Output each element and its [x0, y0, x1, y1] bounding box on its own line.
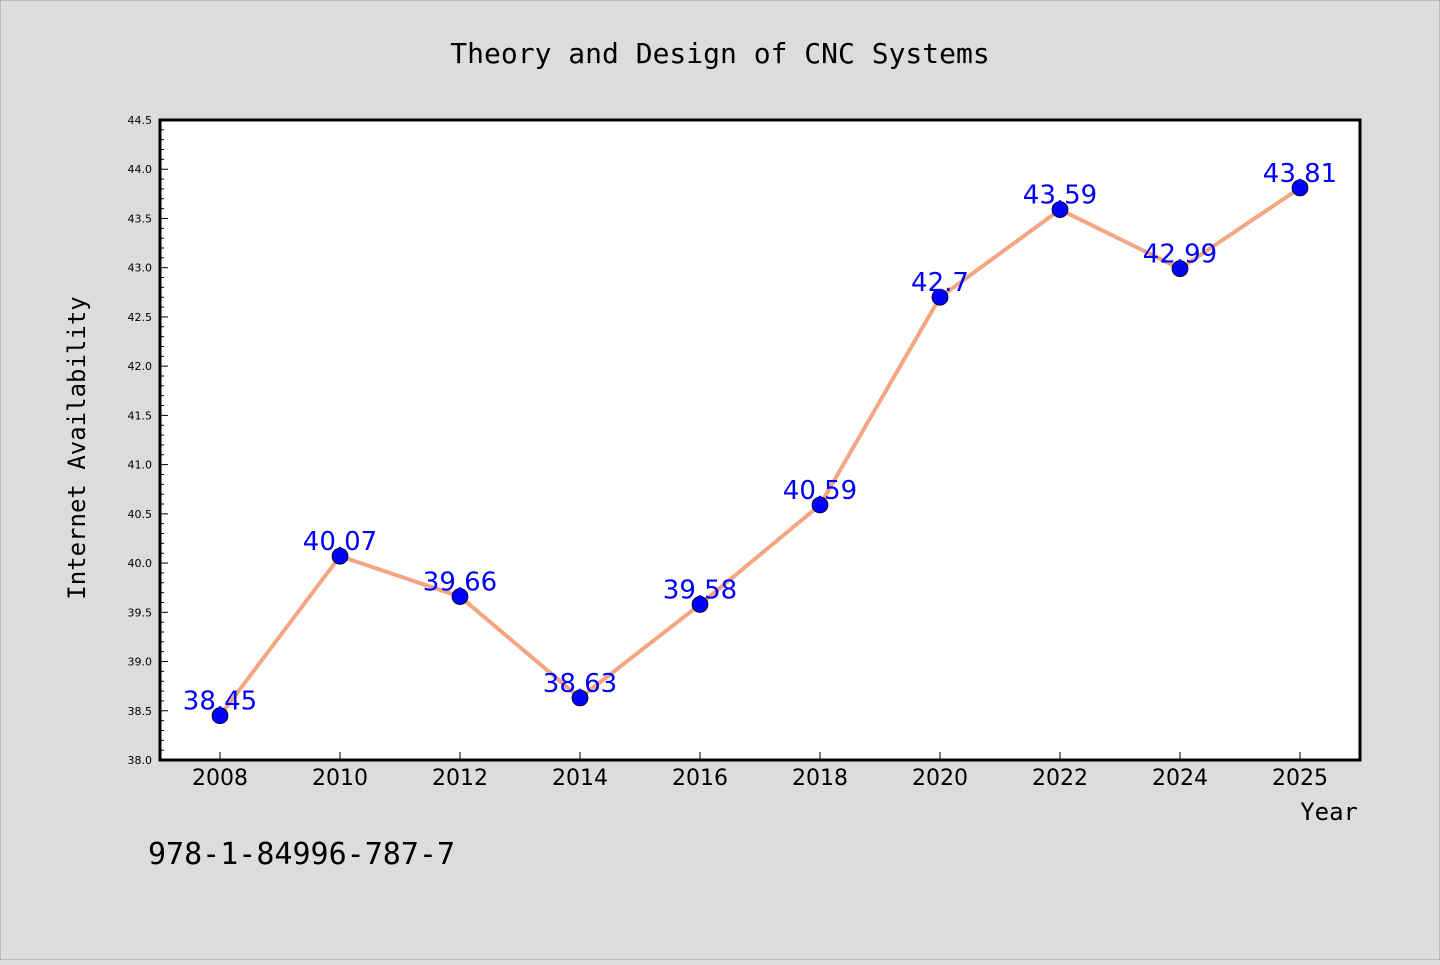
data-label: 42.99 [1143, 240, 1217, 270]
y-tick-label: 42.5 [128, 311, 153, 324]
y-tick-label: 41.0 [128, 459, 153, 472]
data-label: 40.59 [783, 476, 857, 506]
data-point [451, 588, 469, 605]
data-point [811, 496, 829, 514]
data-point [211, 707, 229, 725]
data-label: 39.58 [663, 575, 737, 605]
y-tick-label: 39.5 [128, 606, 153, 619]
x-tick-label: 2016 [672, 766, 728, 791]
x-tick-label: 2025 [1272, 766, 1328, 791]
data-label: 43.81 [1263, 159, 1337, 189]
y-tick-label: 43.5 [128, 212, 153, 225]
data-point [331, 547, 349, 565]
y-tick-label: 38.0 [128, 754, 153, 767]
data-label: 38.63 [543, 669, 617, 699]
x-tick-label: 2022 [1032, 766, 1088, 791]
x-axis-label: Year [1300, 798, 1358, 826]
x-tick-label: 2012 [432, 766, 488, 791]
data-point [571, 689, 589, 707]
data-point [1291, 179, 1309, 197]
data-label: 42.7 [911, 268, 969, 298]
data-label: 40.07 [303, 527, 377, 557]
y-tick-label: 44.0 [128, 163, 153, 176]
y-axis: 38.0 38.5 39.0 39.5 40.0 40.5 41.0 41.5 42.0 42.5… [128, 114, 168, 767]
data-label: 38.45 [183, 687, 257, 717]
y-tick-label: 38.5 [128, 705, 153, 718]
data-point [691, 596, 709, 613]
x-tick-label: 2008 [192, 766, 248, 791]
y-tick-label: 42.0 [128, 360, 153, 373]
x-tick-label: 2010 [312, 766, 368, 791]
data-label: 39.66 [423, 568, 497, 598]
y-tick-label: 41.5 [128, 409, 153, 422]
y-tick-label: 39.0 [128, 656, 153, 669]
data-point [1171, 260, 1189, 278]
y-axis-label: Internet Availability [63, 296, 91, 599]
footnote-isbn: 978-1-84996-787-7 [148, 837, 455, 872]
plot-frame [158, 118, 1362, 762]
plot-area [160, 120, 1360, 760]
x-tick-label: 2020 [912, 766, 968, 791]
y-tick-label: 40.0 [128, 557, 153, 570]
series-group: 38.45 40.07 39.66 38.63 39.58 40.59 42.7 43.59 4… [183, 159, 1337, 725]
y-tick-label: 43.0 [128, 262, 153, 275]
x-tick-label: 2018 [792, 766, 848, 791]
chart-title: Theory and Design of CNC Systems [450, 37, 989, 70]
y-tick-label: 44.5 [128, 114, 153, 127]
series-line [218, 186, 1302, 717]
data-point [931, 288, 949, 306]
x-axis: 2008 2010 2012 2014 2016 2018 2020 2022 2024 2025 [192, 752, 1328, 791]
x-tick-label: 2024 [1152, 766, 1208, 791]
y-tick-label: 40.5 [128, 508, 153, 521]
data-point [1051, 201, 1069, 219]
x-tick-label: 2014 [552, 766, 608, 791]
data-label: 43.59 [1023, 181, 1097, 211]
